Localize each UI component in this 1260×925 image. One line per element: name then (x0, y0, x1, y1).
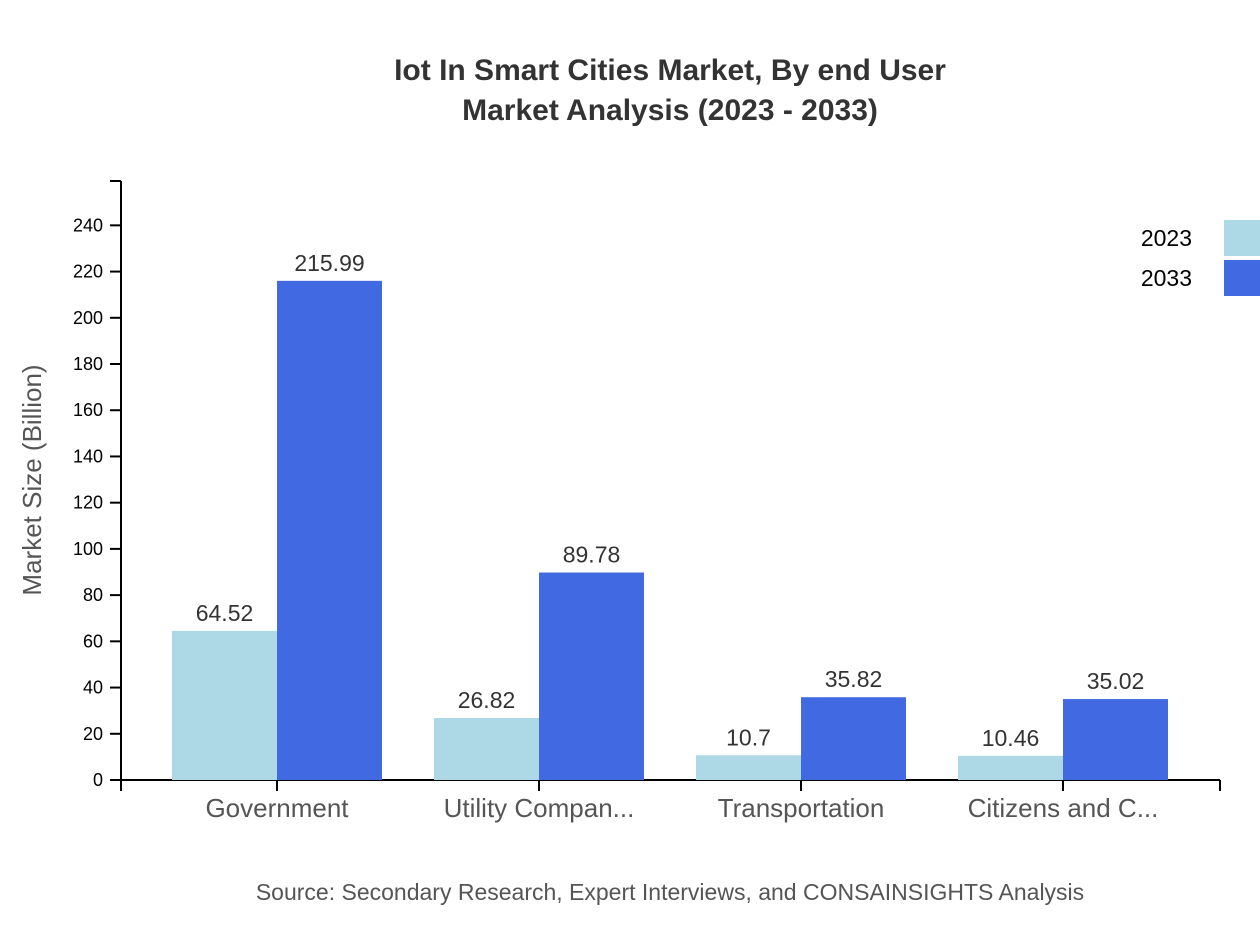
bar-2033-3 (801, 697, 906, 780)
chart-title-line2: Market Analysis (2023 - 2033) (462, 94, 878, 127)
chart-title-line1: Iot In Smart Cities Market, By end User (394, 54, 946, 87)
y-tick-label: 80 (83, 585, 103, 605)
data-label: 35.02 (1087, 668, 1145, 694)
y-tick-label: 40 (83, 678, 103, 698)
x-tick-label: Utility Compan... (444, 793, 635, 823)
legend-swatch-2033 (1224, 260, 1260, 296)
y-tick-label: 120 (73, 493, 103, 513)
data-label: 10.7 (726, 724, 771, 750)
bar-2023-4 (958, 755, 1063, 780)
y-tick-label: 180 (73, 354, 103, 374)
data-label: 10.46 (982, 725, 1040, 751)
y-tick-label: 220 (73, 262, 103, 282)
source-note: Source: Secondary Research, Expert Inter… (256, 879, 1084, 905)
y-tick-label: 20 (83, 724, 103, 744)
y-tick-label: 140 (73, 446, 103, 466)
bar-2023-2 (434, 718, 539, 780)
y-tick-label: 0 (93, 770, 103, 790)
y-axis-label: Market Size (Billion) (17, 364, 47, 595)
legend-swatch-2023 (1224, 220, 1260, 256)
x-tick-label: Citizens and C... (968, 793, 1159, 823)
bar-2033-4 (1063, 699, 1168, 780)
x-tick-label: Government (205, 793, 349, 823)
data-label: 89.78 (563, 542, 621, 568)
bar-2023-3 (696, 755, 801, 780)
bars: 64.52 215.99 26.82 89.78 10.7 35.82 10.46 35.02 (172, 250, 1168, 780)
y-tick-label: 240 (73, 215, 103, 235)
y-tick-label: 160 (73, 400, 103, 420)
legend-label: 2033 (1141, 265, 1192, 291)
data-label: 35.82 (825, 666, 883, 692)
y-tick-label: 100 (73, 539, 103, 559)
y-tick-label: 60 (83, 631, 103, 651)
data-label: 64.52 (196, 600, 254, 626)
legend: 2023 2033 (1141, 220, 1260, 296)
data-label: 26.82 (458, 687, 516, 713)
y-tick-label: 200 (73, 308, 103, 328)
y-axis: 0 20 40 60 80 100 120 140 160 180 200 220 240 (73, 180, 122, 790)
bar-2033-2 (539, 572, 644, 780)
bar-2023-1 (172, 630, 277, 780)
data-label: 215.99 (294, 250, 364, 276)
bar-2033-1 (277, 280, 382, 780)
legend-label: 2023 (1141, 225, 1192, 251)
x-axis: Government Utility Compan... Transportatio… (120, 779, 1221, 823)
x-tick-label: Transportation (718, 793, 885, 823)
